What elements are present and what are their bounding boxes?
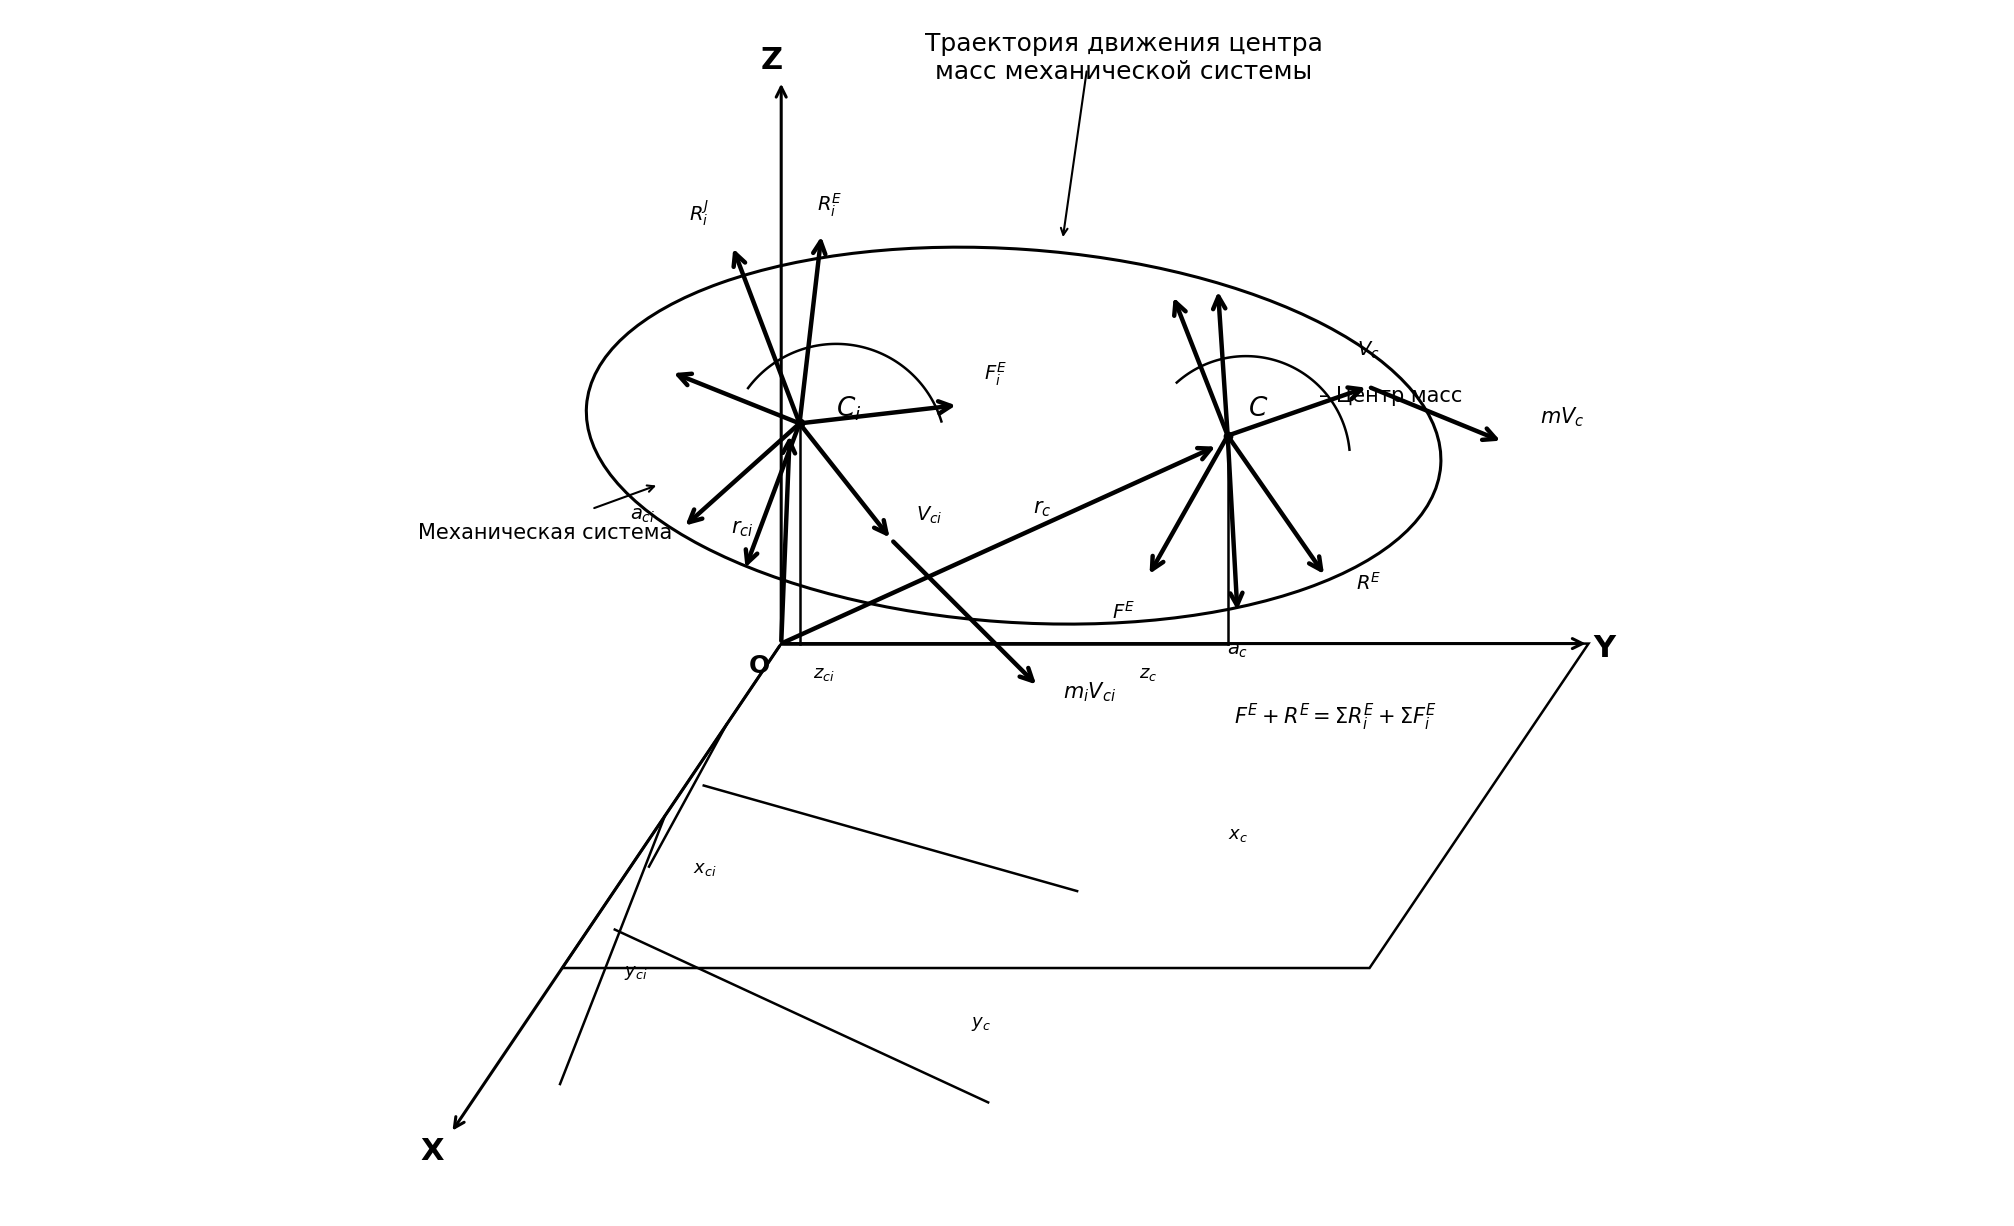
Text: $R^E$: $R^E$ <box>1355 571 1382 593</box>
Text: $F^E$: $F^E$ <box>1112 601 1134 623</box>
Text: $mV_c$: $mV_c$ <box>1539 406 1583 429</box>
Text: $\it{a}_c$: $\it{a}_c$ <box>1227 641 1247 660</box>
Text: $r_{ci}$: $r_{ci}$ <box>731 519 753 539</box>
Text: $F^E+R^E=\Sigma R_i^E+\Sigma F_i^E$: $F^E+R^E=\Sigma R_i^E+\Sigma F_i^E$ <box>1233 701 1436 733</box>
Text: $z_c$: $z_c$ <box>1138 666 1156 683</box>
Text: Y: Y <box>1593 634 1615 663</box>
Text: $x_c$: $x_c$ <box>1227 825 1247 843</box>
Text: $C_i$: $C_i$ <box>836 395 860 423</box>
Text: $F_i^E$: $F_i^E$ <box>983 360 1007 389</box>
Text: $R_i^J$: $R_i^J$ <box>689 199 709 228</box>
Text: $x_{ci}$: $x_{ci}$ <box>693 861 717 878</box>
Text: $V_{ci}$: $V_{ci}$ <box>914 504 943 526</box>
Text: $y_{ci}$: $y_{ci}$ <box>624 964 646 982</box>
Text: Z: Z <box>759 45 781 75</box>
Text: $V_c$: $V_c$ <box>1355 340 1380 360</box>
Text: – Центр масс: – Центр масс <box>1319 386 1462 407</box>
Text: $m_iV_{ci}$: $m_iV_{ci}$ <box>1061 680 1116 704</box>
Text: $R_i^E$: $R_i^E$ <box>818 192 842 219</box>
Text: O: O <box>747 653 769 678</box>
Text: $r_c$: $r_c$ <box>1033 499 1051 519</box>
Text: $y_c$: $y_c$ <box>971 1015 991 1032</box>
Text: $C$: $C$ <box>1247 396 1267 422</box>
Text: Механическая система: Механическая система <box>417 524 673 543</box>
Text: X: X <box>421 1137 445 1166</box>
Text: $z_{ci}$: $z_{ci}$ <box>814 666 834 683</box>
Text: $\it{a}_{ci}$: $\it{a}_{ci}$ <box>630 505 655 525</box>
Text: Траектория движения центра
масс механической системы: Траектория движения центра масс механиче… <box>924 32 1321 83</box>
